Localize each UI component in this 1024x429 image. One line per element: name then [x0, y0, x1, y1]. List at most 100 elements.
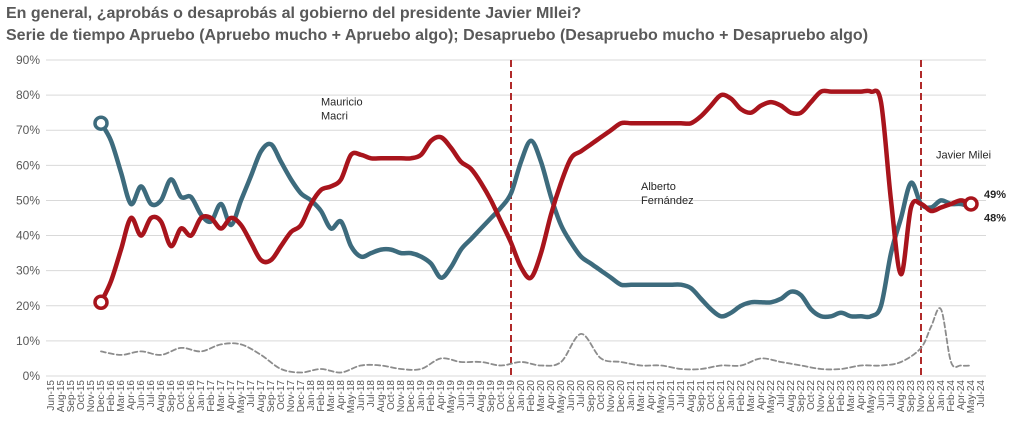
x-tick-label: May-19 [446, 380, 457, 414]
x-tick-label: Sep-15 [66, 380, 77, 413]
x-tick-label: Jun-19 [456, 380, 467, 411]
end-label-apruebo: 48% [984, 212, 1006, 224]
x-tick-label: Oct-21 [706, 380, 717, 410]
y-axis-ticks: 0% 10% 20% 30% 40% 50% 60% 70% 80% 90% [16, 53, 40, 383]
x-tick-label: Apr-19 [436, 380, 447, 410]
x-tick-label: Nov-18 [396, 380, 407, 413]
x-tick-label: Nov-23 [916, 380, 927, 413]
x-tick-label: Jul-19 [466, 380, 477, 408]
chart-title: En general, ¿aprobás o desaprobás al gob… [6, 5, 582, 22]
x-tick-label: Sep-16 [166, 380, 177, 413]
x-tick-label: May-24 [966, 380, 977, 414]
x-tick-label: Dec-16 [186, 380, 197, 413]
x-tick-label: Jan-19 [416, 380, 427, 411]
x-tick-label: Oct-22 [806, 380, 817, 410]
y-tick-label: 10% [16, 334, 40, 348]
x-tick-label: Mar-17 [216, 380, 227, 412]
end-labels: 49% 48% [984, 189, 1006, 225]
x-tick-label: Mar-23 [846, 380, 857, 412]
x-tick-label: Jan-22 [726, 380, 737, 411]
x-tick-label: Jun-18 [356, 380, 367, 411]
x-tick-label: Oct-19 [496, 380, 507, 410]
x-tick-label: Dec-23 [926, 380, 937, 413]
y-tick-label: 30% [16, 264, 40, 278]
x-tick-label: Sep-21 [696, 380, 707, 413]
end-marker-desapruebo [963, 196, 979, 212]
x-tick-label: Mar-22 [746, 380, 757, 412]
x-tick-label: Jul-17 [246, 380, 257, 408]
x-tick-label: Apr-16 [126, 380, 137, 410]
x-tick-label: Dec-22 [826, 380, 837, 413]
x-tick-label: Dec-20 [616, 380, 627, 413]
x-tick-label: Sep-22 [796, 380, 807, 413]
x-tick-label: Oct-16 [176, 380, 187, 410]
x-tick-label: May-17 [236, 380, 247, 414]
start-marker-apruebo [93, 115, 109, 131]
annotations: Mauricio Macri Alberto Fernández Javier Mile… [321, 97, 991, 207]
x-tick-label: Jul-22 [776, 380, 787, 408]
x-tick-label: May-23 [866, 380, 877, 414]
x-tick-label: Feb-16 [106, 380, 117, 412]
x-tick-label: Jan-20 [516, 380, 527, 411]
x-tick-label: Jun-15 [46, 380, 57, 411]
x-tick-label: Feb-22 [736, 380, 747, 412]
x-tick-label: Oct-17 [276, 380, 287, 410]
x-tick-label: Mar-20 [536, 380, 547, 412]
y-tick-label: 20% [16, 299, 40, 313]
x-tick-label: Jul-23 [886, 380, 897, 408]
x-tick-label: Apr-21 [646, 380, 657, 410]
x-tick-label: Feb-17 [206, 380, 217, 412]
x-tick-label: Jul-20 [576, 380, 587, 408]
x-tick-label: Aug-19 [476, 380, 487, 413]
x-tick-label: Jan-24 [936, 380, 947, 411]
y-tick-label: 60% [16, 158, 40, 172]
x-tick-label: Apr-22 [756, 380, 767, 410]
chart-subtitle: Serie de tiempo Apruebo (Apruebo mucho +… [6, 27, 869, 44]
series-line-apruebo [98, 120, 974, 320]
x-tick-label: Jan-17 [196, 380, 207, 411]
x-tick-label: Oct-15 [76, 380, 87, 410]
start-marker-desapruebo [93, 294, 109, 311]
x-tick-label: Aug-21 [686, 380, 697, 413]
x-tick-label: Dec-15 [96, 380, 107, 413]
x-tick-label: Nov-15 [86, 380, 97, 413]
x-tick-label: Jan-18 [306, 380, 317, 411]
x-tick-label: Feb-24 [946, 380, 957, 412]
x-tick-label: Jun-20 [566, 380, 577, 411]
gridlines [46, 59, 986, 377]
series-lines [98, 88, 974, 374]
x-tick-label: Feb-23 [836, 380, 847, 412]
x-axis-ticks: Jun-15 Aug-15 Sep-15 Oct-15 Nov-15 Dec-15 Feb-… [46, 380, 987, 414]
x-tick-label: Nov-17 [286, 380, 297, 413]
x-tick-label: Aug-18 [376, 380, 387, 413]
x-tick-label: Dec-17 [296, 380, 307, 413]
x-tick-label: Feb-19 [426, 380, 437, 412]
title-block: En general, ¿aprobás o desaprobás al gob… [6, 3, 1016, 47]
x-tick-label: Oct-18 [386, 380, 397, 410]
x-tick-label: Jul-24 [976, 380, 987, 408]
series-line-desapruebo [98, 88, 974, 305]
x-tick-label: Aug-17 [256, 380, 267, 413]
annotation-text: Javier Milei [936, 149, 991, 161]
x-tick-label: Apr-17 [226, 380, 237, 410]
series-line-nsnc [100, 307, 972, 374]
x-tick-label: Jul-21 [676, 380, 687, 408]
x-tick-label: Jun-16 [136, 380, 147, 411]
x-tick-label: Nov-22 [816, 380, 827, 413]
x-tick-label: May-22 [766, 380, 777, 414]
x-tick-label: May-18 [346, 380, 357, 414]
period-dividers [510, 60, 922, 376]
x-tick-label: Jun-23 [876, 380, 887, 411]
annotation-text: Macri [321, 111, 348, 123]
x-tick-label: Jul-18 [366, 380, 377, 408]
x-tick-label: Mar-16 [116, 380, 127, 412]
y-tick-label: 90% [16, 53, 40, 67]
x-tick-label: Sep-20 [586, 380, 597, 413]
x-tick-label: Mar-21 [636, 380, 647, 412]
series-markers [93, 115, 979, 311]
x-tick-label: Dec-21 [716, 380, 727, 413]
x-tick-label: Apr-23 [856, 380, 867, 410]
y-tick-label: 50% [16, 193, 40, 207]
x-tick-label: Jan-21 [626, 380, 637, 411]
x-tick-label: Aug-23 [896, 380, 907, 413]
